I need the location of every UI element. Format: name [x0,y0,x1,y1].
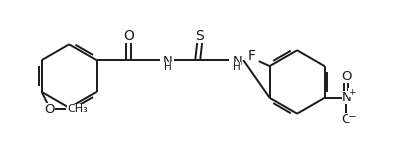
Text: O: O [44,103,55,116]
Text: F: F [248,49,256,63]
Text: +: + [348,88,355,97]
Text: H: H [233,62,241,72]
Text: H: H [164,62,172,72]
Text: O: O [341,113,352,126]
Text: CH₃: CH₃ [67,104,88,114]
Text: O: O [123,29,134,43]
Text: O: O [341,70,352,82]
Text: N: N [341,91,351,104]
Text: N: N [233,55,242,68]
Text: S: S [195,29,204,43]
Text: −: − [348,112,357,122]
Text: N: N [163,55,173,68]
